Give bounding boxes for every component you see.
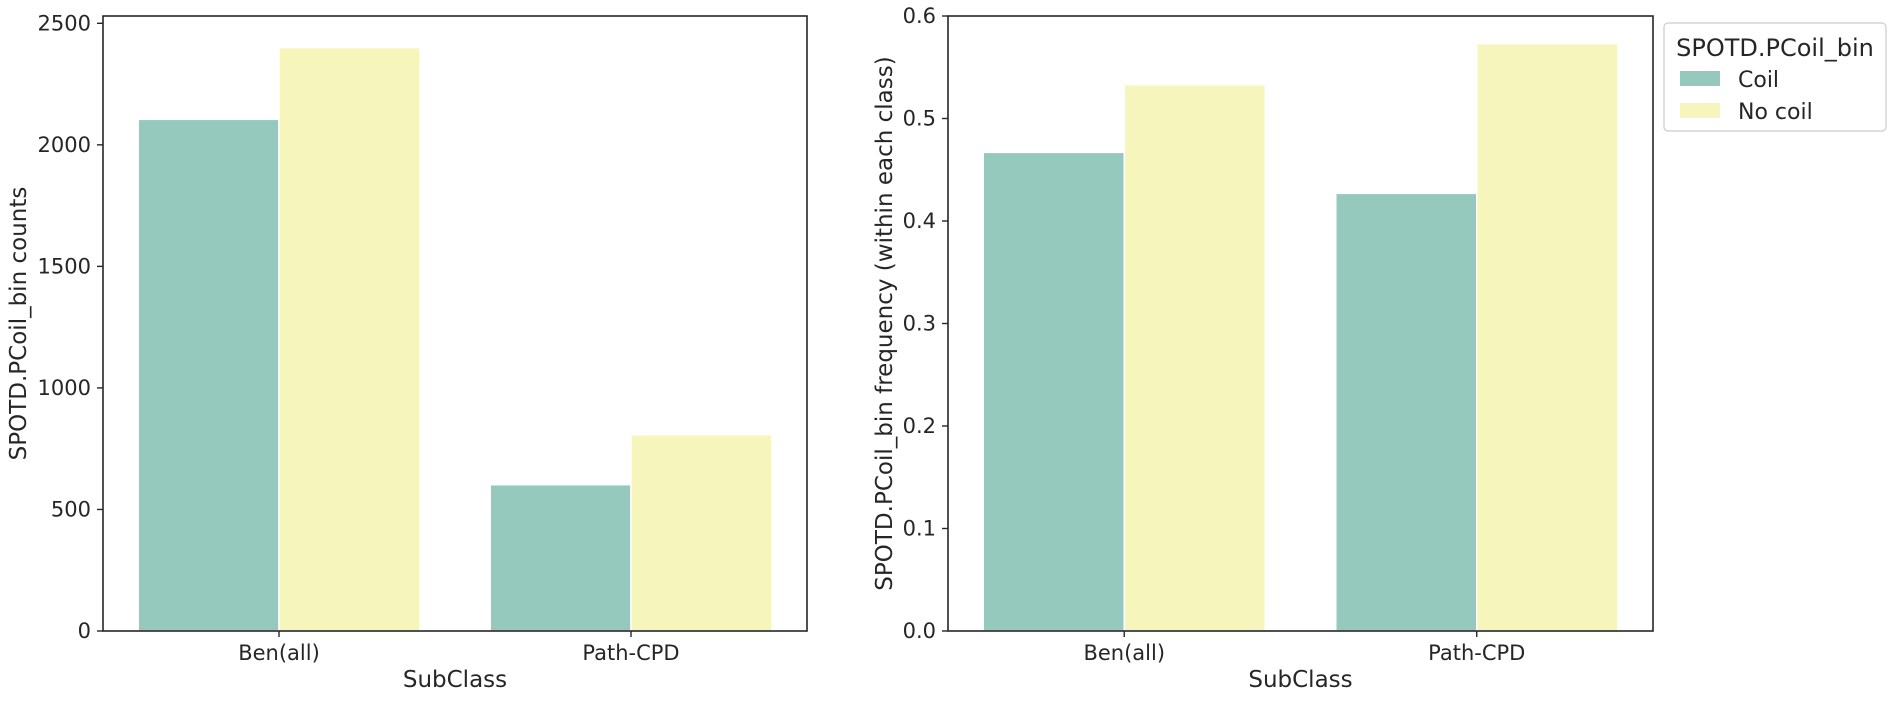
y-axis-label: SPOTD.PCoil_bin counts [6,187,32,461]
x-tick-label: Ben(all) [1083,641,1165,665]
bar-ben-all-coil [982,151,1125,632]
axes-frame [102,15,808,632]
y-tick-label: 1000 [38,376,91,400]
y-tick-label: 0.1 [903,517,936,541]
y-tick-label: 1500 [38,254,91,278]
bar-path-cpd-coil [489,483,632,632]
x-tick-label: Path-CPD [582,641,679,665]
y-tick-label: 0.4 [903,209,936,233]
y-tick-label: 500 [51,497,91,521]
x-axis-label: SubClass [1248,667,1352,693]
y-tick-label: 0.6 [903,4,936,28]
legend-label-coil: Coil [1738,68,1779,93]
legend-swatch-coil [1680,71,1720,86]
y-tick-label: 0.5 [903,107,936,131]
y-tick-label: 0.3 [903,312,936,336]
bar-ben-all-no-coil [1123,83,1266,632]
legend: SPOTD.PCoil_bin Coil No coil [1663,22,1887,132]
legend-title: SPOTD.PCoil_bin [1676,34,1874,62]
y-tick-label: 0 [78,619,91,643]
bar-path-cpd-no-coil [1476,42,1619,632]
bar-ben-all-coil [137,118,280,632]
x-tick-label: Ben(all) [238,641,320,665]
bar-path-cpd-no-coil [630,433,773,632]
y-tick-label: 0.0 [903,619,936,643]
y-axis-label: SPOTD.PCoil_bin frequency (within each c… [872,56,898,590]
y-tick-label: 2500 [38,11,91,35]
x-tick-label: Path-CPD [1428,641,1525,665]
legend-label-no-coil: No coil [1738,100,1813,125]
y-tick-label: 2000 [38,133,91,157]
x-axis-label: SubClass [403,667,507,693]
counts-chart: 0 500 1000 1500 2000 2500 Ben(all) Path-CPD SubC… [6,11,808,693]
frequency-chart: 0.0 0.1 0.2 0.3 0.4 0.5 0.6 Ben(all) Path-CPD Sub… [872,4,1654,693]
legend-swatch-no-coil [1680,103,1720,118]
bar-ben-all-no-coil [278,46,421,632]
y-tick-label: 0.2 [903,414,936,438]
bar-path-cpd-coil [1335,192,1478,632]
